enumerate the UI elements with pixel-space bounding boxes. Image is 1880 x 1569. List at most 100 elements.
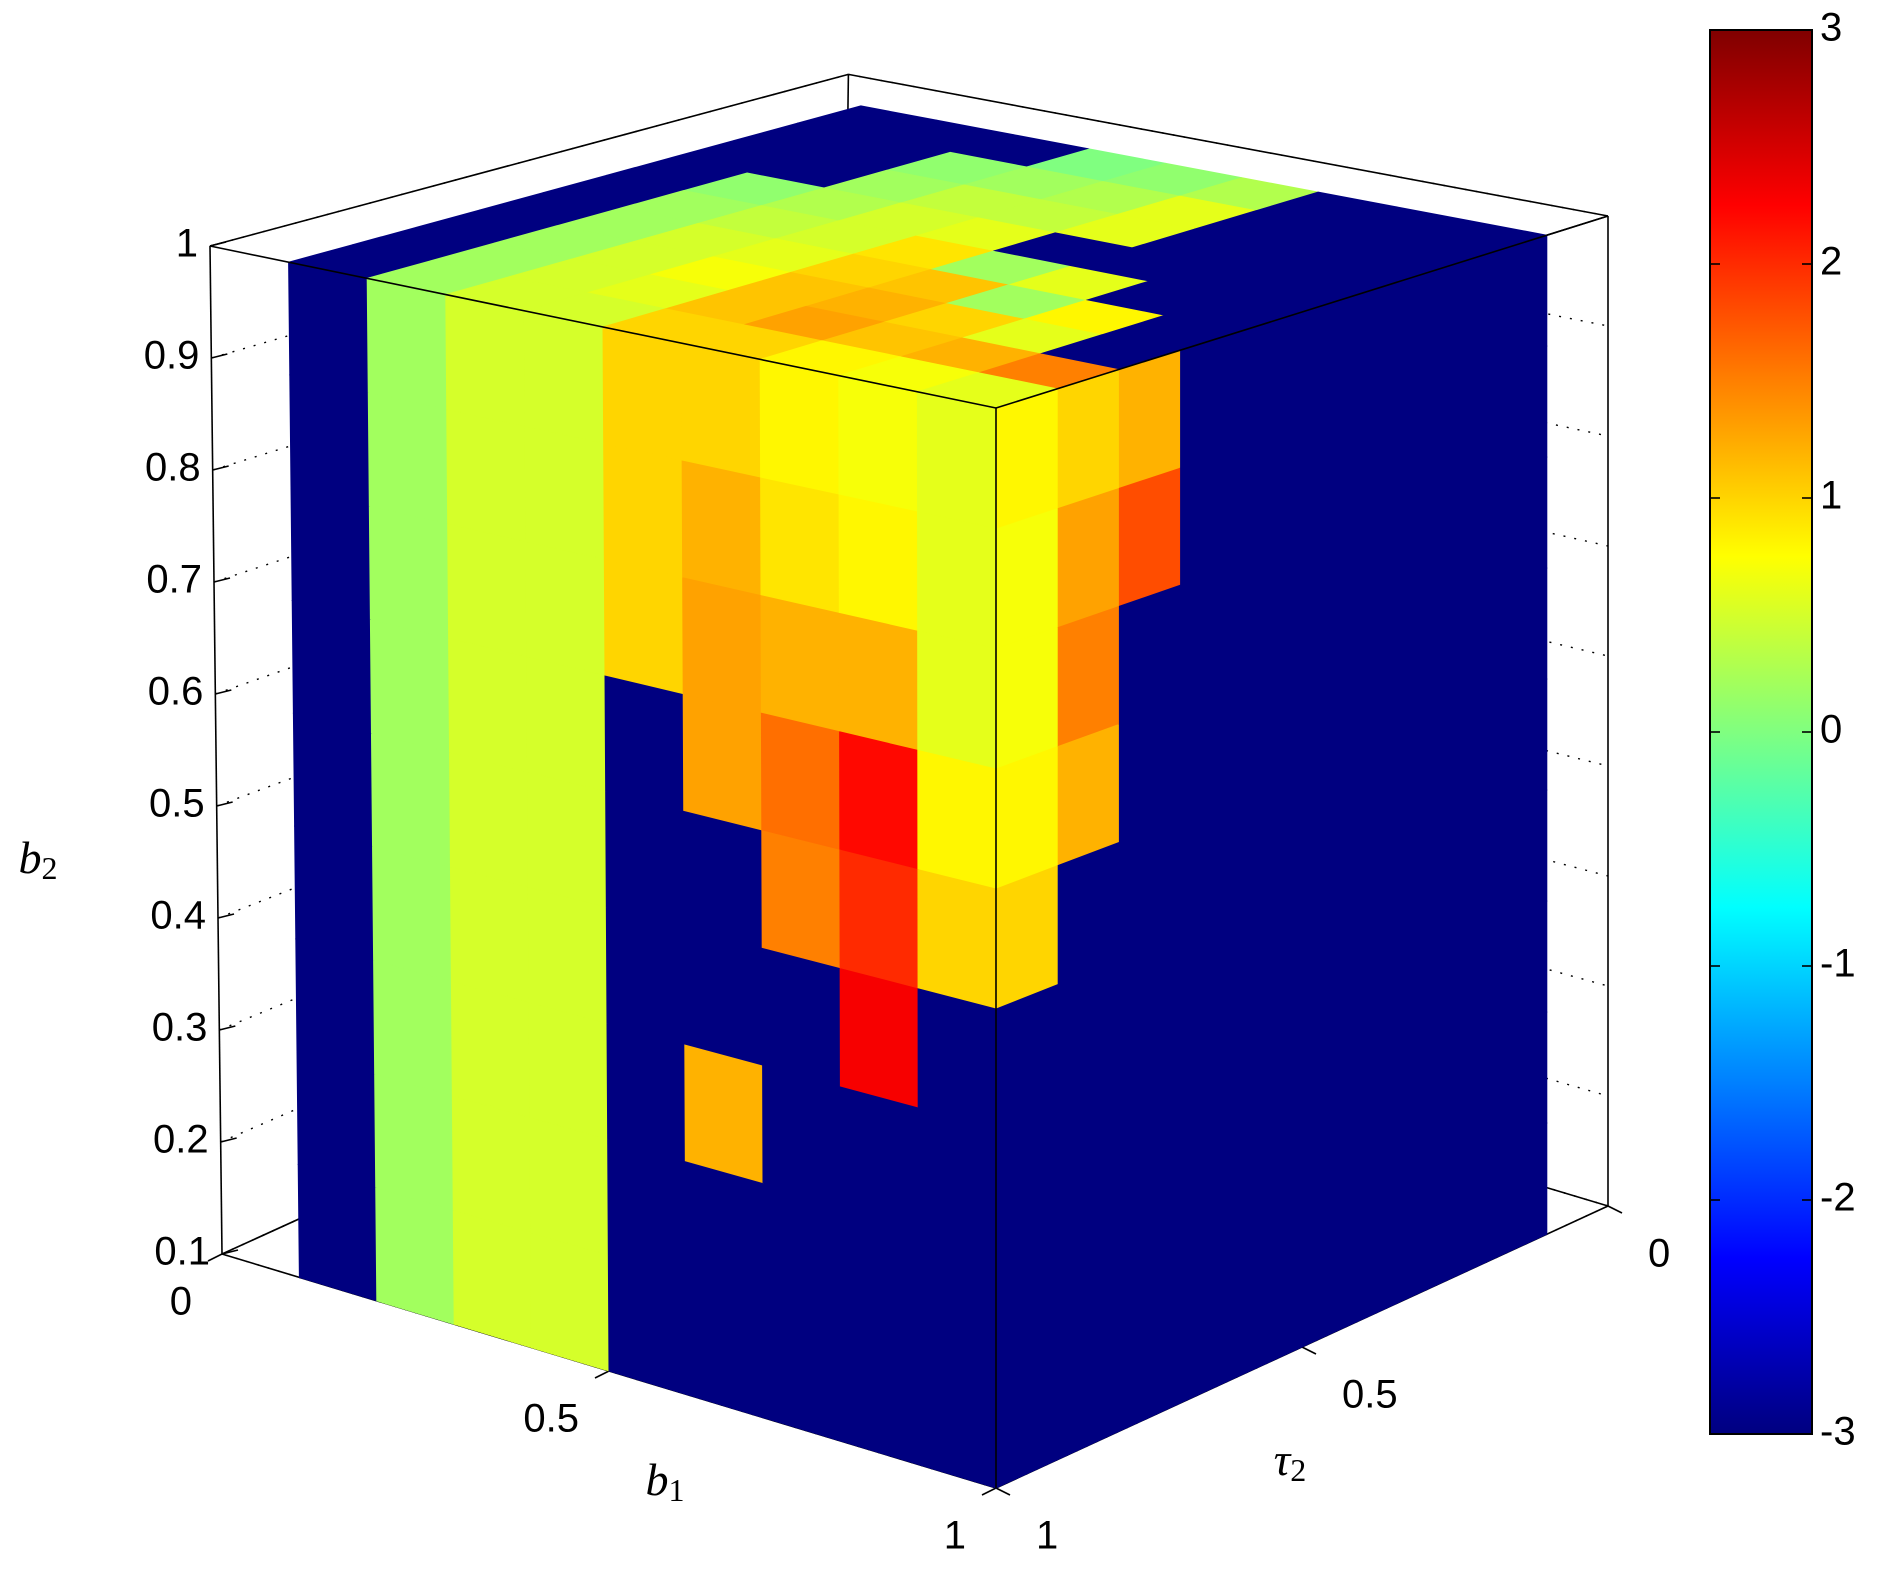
y-tick bbox=[995, 1487, 1011, 1496]
slice-cell bbox=[1240, 426, 1303, 564]
slice-cell bbox=[604, 674, 685, 812]
slice-cell bbox=[1117, 934, 1181, 1079]
x-tick-label: 0 bbox=[170, 1280, 192, 1324]
slice-cell bbox=[1362, 272, 1425, 408]
z-tick bbox=[216, 801, 233, 807]
axis-title-sub: 2 bbox=[1290, 1452, 1306, 1488]
slice-cell bbox=[917, 867, 997, 1009]
slice-cell bbox=[762, 1064, 842, 1206]
slice-cell bbox=[1117, 817, 1181, 961]
slice-cell bbox=[682, 576, 762, 713]
z-tick bbox=[212, 465, 229, 471]
slice-cell bbox=[917, 1225, 997, 1369]
slice-cell bbox=[1485, 345, 1548, 480]
axis-title-base: τ bbox=[1274, 1434, 1292, 1485]
axis-title: τ2 bbox=[1274, 1434, 1306, 1489]
slice-cell bbox=[760, 711, 841, 850]
slice-cell bbox=[1179, 910, 1242, 1054]
slice-cell bbox=[602, 326, 683, 461]
slice-cell bbox=[681, 342, 762, 478]
slice-cell bbox=[683, 809, 763, 949]
slice-cell bbox=[1056, 958, 1119, 1104]
slice-cell bbox=[917, 510, 997, 649]
axis-title-sub: 2 bbox=[42, 850, 58, 886]
slice-cell bbox=[917, 748, 997, 889]
slice-cell bbox=[529, 1116, 609, 1256]
colorbar-tick-label: 1 bbox=[1820, 474, 1842, 518]
y-tick bbox=[1607, 1205, 1623, 1214]
z-tick-label: 0.1 bbox=[154, 1230, 210, 1274]
slice-cell bbox=[530, 1231, 610, 1372]
grid-line bbox=[209, 73, 849, 247]
slice-cell bbox=[839, 966, 919, 1108]
colorbar-tick-label: 2 bbox=[1820, 240, 1842, 284]
z-tick bbox=[209, 241, 227, 247]
slice-cell bbox=[296, 1051, 377, 1188]
slice-cell bbox=[450, 980, 531, 1118]
slice-cell bbox=[839, 730, 919, 870]
slice-cell bbox=[297, 1163, 378, 1302]
x-tick-label: 1 bbox=[944, 1514, 966, 1558]
slice-cell bbox=[1485, 456, 1548, 592]
slice-cell bbox=[1056, 722, 1119, 866]
z-tick-label: 0.9 bbox=[144, 334, 200, 378]
slice-cell bbox=[288, 261, 369, 393]
slice-cell bbox=[1423, 365, 1487, 501]
slice-cell bbox=[1485, 567, 1548, 704]
slice-cell bbox=[1240, 771, 1303, 912]
slice-cell bbox=[1423, 589, 1487, 727]
slice-cell bbox=[366, 277, 448, 410]
z-tick bbox=[211, 353, 228, 359]
slice-cell bbox=[368, 504, 450, 639]
slice-cell bbox=[1056, 486, 1119, 628]
slice-cell bbox=[292, 712, 374, 848]
slice-cell bbox=[448, 637, 529, 773]
colorbar-tick-label: -1 bbox=[1820, 942, 1856, 986]
slice-cell bbox=[367, 391, 449, 525]
slice-cell bbox=[1056, 604, 1119, 747]
slice-cell bbox=[995, 864, 1058, 1009]
z-tick-label: 0.4 bbox=[150, 894, 206, 938]
slice-cell bbox=[1301, 292, 1364, 428]
axis-title: b2 bbox=[19, 832, 58, 887]
z-tick bbox=[213, 577, 231, 583]
slice-cell bbox=[1301, 520, 1364, 658]
slice-cell bbox=[684, 1160, 764, 1301]
x-tick bbox=[594, 1370, 610, 1379]
slice-cell bbox=[1240, 656, 1303, 796]
y-tick-label: 1 bbox=[1036, 1514, 1058, 1558]
axis-title-base: b bbox=[646, 1454, 669, 1505]
slice-cell bbox=[1362, 611, 1425, 750]
axis-title: b1 bbox=[646, 1454, 685, 1509]
slice-cell bbox=[1240, 541, 1303, 680]
slice-cell bbox=[1362, 498, 1425, 636]
slice-cell bbox=[294, 825, 375, 961]
box-edge bbox=[209, 245, 997, 409]
slice-cell bbox=[761, 829, 841, 969]
slice-cell bbox=[916, 391, 997, 529]
x-tick-label: 0.5 bbox=[523, 1397, 579, 1441]
slice-cell bbox=[372, 845, 452, 982]
slice-cell bbox=[607, 1254, 687, 1396]
slice-cell bbox=[838, 493, 919, 631]
slice-cell bbox=[760, 593, 841, 732]
box-edge bbox=[209, 245, 223, 1255]
slice-cell bbox=[447, 522, 528, 658]
slice-cell bbox=[525, 540, 606, 676]
slice-cell bbox=[369, 618, 451, 753]
slice-cell bbox=[995, 388, 1058, 529]
z-tick-label: 0.3 bbox=[152, 1006, 208, 1050]
slice-cell bbox=[1179, 678, 1242, 820]
z-tick-label: 0.7 bbox=[146, 558, 202, 602]
slice-cell bbox=[1179, 446, 1242, 586]
box-edge bbox=[995, 215, 1609, 409]
slice-cell bbox=[524, 425, 605, 560]
slice-cell bbox=[526, 655, 607, 792]
slice-cell bbox=[449, 865, 530, 1003]
slice-cell bbox=[370, 732, 451, 868]
colorbar-tick-label: -2 bbox=[1820, 1176, 1856, 1220]
z-tick bbox=[221, 1249, 239, 1255]
slice-cell bbox=[839, 848, 919, 989]
slice-cell bbox=[1423, 253, 1487, 388]
colorbar-tick-label: -3 bbox=[1820, 1410, 1856, 1454]
